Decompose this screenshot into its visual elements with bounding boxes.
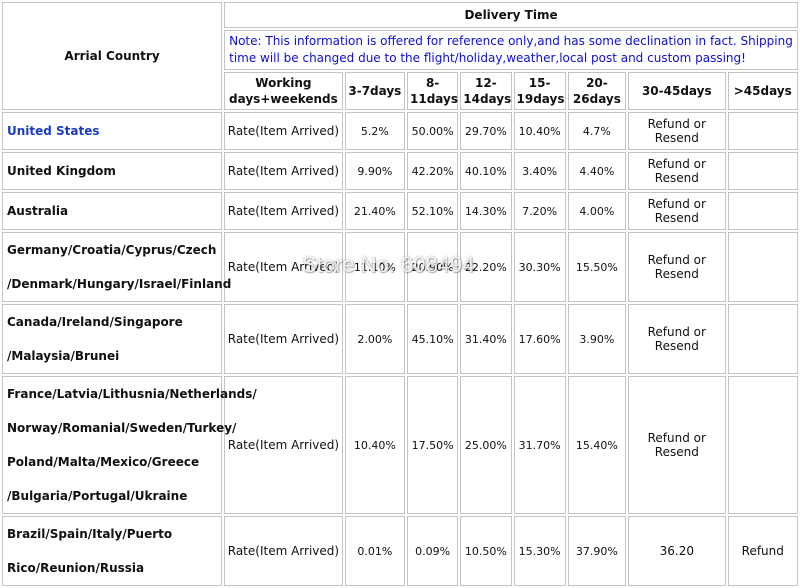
rate-3-7days-cell: 5.2% — [344, 112, 405, 150]
rate-12-14days-cell: 22.20% — [460, 232, 512, 302]
rate-8-11days-cell: 50.00% — [407, 112, 459, 150]
rate-20-26days-cell: 15.50% — [567, 232, 627, 302]
delivery-time-header: Delivery Time — [224, 2, 798, 28]
column-header-8-11days: 8- 11days — [407, 72, 459, 110]
rate-20-26days-cell: 4.00% — [567, 192, 627, 230]
rate-30-45days-cell: Refund or Resend — [628, 232, 726, 302]
column-header-over-45days: >45days — [727, 72, 798, 110]
column-header-3-7days: 3-7days — [344, 72, 405, 110]
reference-note: Note: This information is offered for re… — [224, 30, 798, 70]
rate-30-45days-cell: Refund or Resend — [628, 152, 726, 190]
rate-8-11days-cell: 42.20% — [407, 152, 459, 190]
table-row: United Kingdom Rate(Item Arrived) 9.90% 42.… — [2, 152, 798, 190]
rate-30-45days-cell: Refund or Resend — [628, 304, 726, 374]
country-name-line: Canada/Ireland/Singapore — [7, 315, 183, 329]
country-name-line: United Kingdom — [7, 164, 116, 178]
rate-15-19days-cell: 17.60% — [513, 304, 566, 374]
rate-label-cell: Rate(Item Arrived) — [224, 376, 343, 514]
country-name-line: Poland/Malta/Mexico/Greece — [7, 455, 200, 469]
rate-over-45days-cell — [727, 112, 798, 150]
rate-12-14days-cell: 29.70% — [460, 112, 512, 150]
country-name-line: /Bulgaria/Portugal/Ukraine — [7, 489, 188, 503]
country-cell: Canada/Ireland/Singapore/Malaysia/Brunei — [2, 304, 223, 374]
column-header-20-26days: 20- 26days — [567, 72, 627, 110]
country-cell: Australia — [2, 192, 223, 230]
rate-3-7days-cell: 9.90% — [344, 152, 405, 190]
country-cell: Brazil/Spain/Italy/Puerto Rico/Reunion/R… — [2, 516, 223, 586]
table-body: United States Rate(Item Arrived) 5.2% 50.00… — [2, 112, 798, 586]
rate-30-45days-cell: Refund or Resend — [628, 112, 726, 150]
rate-30-45days-cell: 36.20 — [628, 516, 726, 586]
rate-30-45days-cell: Refund or Resend — [628, 192, 726, 230]
table-row: Canada/Ireland/Singapore/Malaysia/Brunei… — [2, 304, 798, 374]
table-row: Brazil/Spain/Italy/Puerto Rico/Reunion/R… — [2, 516, 798, 586]
rate-20-26days-cell: 37.90% — [567, 516, 627, 586]
rate-label-cell: Rate(Item Arrived) — [224, 112, 343, 150]
rate-8-11days-cell: 0.09% — [407, 516, 459, 586]
rate-label-cell: Rate(Item Arrived) — [224, 152, 343, 190]
rate-12-14days-cell: 40.10% — [460, 152, 512, 190]
country-cell[interactable]: United States — [2, 112, 223, 150]
rate-20-26days-cell: 3.90% — [567, 304, 627, 374]
rate-label-cell: Rate(Item Arrived) — [224, 232, 343, 302]
table-row: France/Latvia/Lithusnia/Netherlands/Norw… — [2, 376, 798, 514]
rate-over-45days-cell: Refund — [727, 516, 798, 586]
rate-15-19days-cell: 7.20% — [513, 192, 566, 230]
rate-8-11days-cell: 20.90% — [407, 232, 459, 302]
rate-3-7days-cell: 2.00% — [344, 304, 405, 374]
rate-8-11days-cell: 45.10% — [407, 304, 459, 374]
country-name-line: /Malaysia/Brunei — [7, 349, 120, 363]
rate-over-45days-cell — [727, 232, 798, 302]
table-row: Germany/Croatia/Cyprus/Czech/Denmark/Hun… — [2, 232, 798, 302]
column-header-15-19days: 15- 19days — [513, 72, 566, 110]
country-name-line: France/Latvia/Lithusnia/Netherlands/ — [7, 387, 257, 401]
rate-12-14days-cell: 10.50% — [460, 516, 512, 586]
rate-12-14days-cell: 25.00% — [460, 376, 512, 514]
rate-15-19days-cell: 31.70% — [513, 376, 566, 514]
country-name-line: Germany/Croatia/Cyprus/Czech — [7, 243, 217, 257]
column-header-12-14days: 12- 14days — [460, 72, 512, 110]
rate-3-7days-cell: 10.40% — [344, 376, 405, 514]
rate-3-7days-cell: 11.10% — [344, 232, 405, 302]
rate-over-45days-cell — [727, 192, 798, 230]
country-name-line: Rico/Reunion/Russia — [7, 561, 145, 575]
rate-label-cell: Rate(Item Arrived) — [224, 516, 343, 586]
rate-3-7days-cell: 0.01% — [344, 516, 405, 586]
rate-15-19days-cell: 10.40% — [513, 112, 566, 150]
rate-3-7days-cell: 21.40% — [344, 192, 405, 230]
rate-over-45days-cell — [727, 304, 798, 374]
table-row: United States Rate(Item Arrived) 5.2% 50.00… — [2, 112, 798, 150]
rate-20-26days-cell: 4.7% — [567, 112, 627, 150]
column-header-30-45days: 30-45days — [628, 72, 726, 110]
country-cell: France/Latvia/Lithusnia/Netherlands/Norw… — [2, 376, 257, 514]
rate-8-11days-cell: 17.50% — [407, 376, 459, 514]
rate-15-19days-cell: 3.40% — [513, 152, 566, 190]
country-cell: United Kingdom — [2, 152, 223, 190]
table-row: Australia Rate(Item Arrived) 21.40% 52.10% 1… — [2, 192, 798, 230]
country-name-line: United States — [7, 124, 100, 138]
country-name-line: Brazil/Spain/Italy/Puerto — [7, 527, 173, 541]
country-cell: Germany/Croatia/Cyprus/Czech/Denmark/Hun… — [2, 232, 231, 302]
rate-label-cell: Rate(Item Arrived) — [224, 304, 343, 374]
arrival-country-header: Arrial Country — [2, 2, 223, 110]
rate-15-19days-cell: 30.30% — [513, 232, 566, 302]
rate-12-14days-cell: 31.40% — [460, 304, 512, 374]
country-name-line: Australia — [7, 204, 69, 218]
country-name-line: /Denmark/Hungary/Israel/Finland — [7, 277, 232, 291]
rate-15-19days-cell: 15.30% — [513, 516, 566, 586]
rate-30-45days-cell: Refund or Resend — [628, 376, 726, 514]
rate-over-45days-cell — [727, 376, 798, 514]
rate-label-cell: Rate(Item Arrived) — [224, 192, 343, 230]
rate-20-26days-cell: 15.40% — [567, 376, 627, 514]
rate-over-45days-cell — [727, 152, 798, 190]
country-name-line: Norway/Romanial/Sweden/Turkey/ — [7, 421, 237, 435]
rate-12-14days-cell: 14.30% — [460, 192, 512, 230]
rate-8-11days-cell: 52.10% — [407, 192, 459, 230]
rate-20-26days-cell: 4.40% — [567, 152, 627, 190]
column-header-working-days: Working days+weekends — [224, 72, 343, 110]
